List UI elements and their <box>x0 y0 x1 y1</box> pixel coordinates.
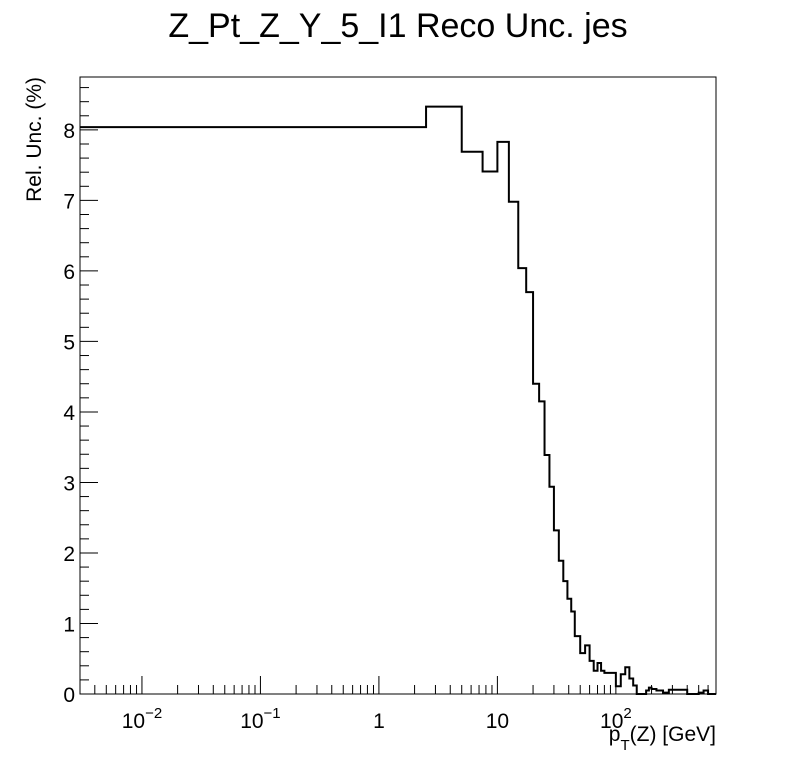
plot-frame <box>79 76 717 695</box>
y-tick-label: 3 <box>63 472 75 495</box>
x-tick-label: 10 <box>486 710 509 733</box>
histogram-line <box>80 105 716 695</box>
chart-title: Z_Pt_Z_Y_5_I1 Reco Unc. jes <box>168 7 627 45</box>
y-tick-label: 6 <box>63 261 75 284</box>
y-axis-label: Rel. Unc. (%) <box>23 77 46 202</box>
x-axis-label-rest: (Z) [GeV] <box>630 723 716 746</box>
y-tick-label: 7 <box>63 190 75 213</box>
y-axis-ticks: 0 1 2 3 4 5 6 7 8 <box>63 120 98 707</box>
y-tick-label: 2 <box>63 543 75 566</box>
y-tick-label: 4 <box>63 402 75 425</box>
x-axis-label: pT(Z) [GeV] <box>609 723 716 754</box>
y-tick-label: 1 <box>63 613 75 636</box>
y-tick-label: 8 <box>63 120 75 143</box>
x-axis-ticks: 10−2 10−1 1 10 102 <box>122 676 632 733</box>
y-tick-label: 5 <box>63 331 75 354</box>
x-tick-label: 10−1 <box>240 705 280 733</box>
x-axis-label-main: p <box>609 723 621 746</box>
y-axis-minor-ticks <box>80 87 89 681</box>
x-tick-label: 1 <box>373 710 385 733</box>
x-tick-label: 102 <box>600 705 632 733</box>
x-axis-label-subscript: T <box>620 737 629 754</box>
y-tick-label: 0 <box>63 684 75 707</box>
x-tick-label: 10−2 <box>122 705 162 733</box>
